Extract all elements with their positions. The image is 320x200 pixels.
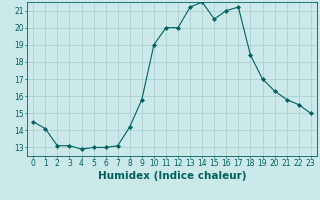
X-axis label: Humidex (Indice chaleur): Humidex (Indice chaleur) xyxy=(98,171,246,181)
